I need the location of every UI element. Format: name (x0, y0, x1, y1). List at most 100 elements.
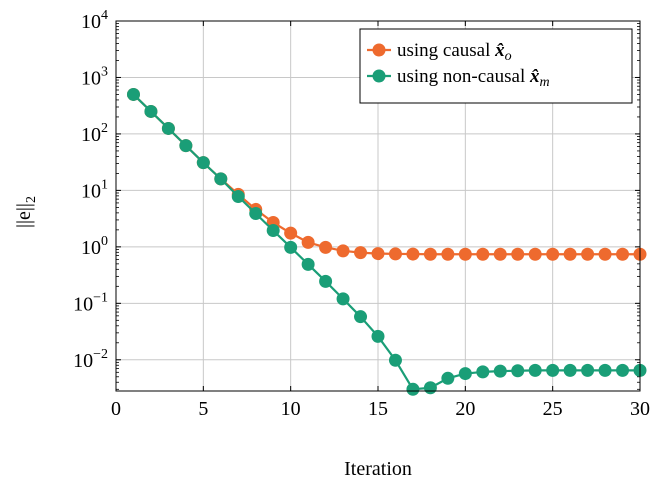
y-tick-label: 10−2 (73, 347, 108, 372)
x-tick-label: 5 (198, 398, 208, 420)
series-1-point (336, 292, 350, 306)
y-tick-label-exponent: −2 (93, 347, 108, 362)
x-tick-label: 15 (368, 398, 388, 420)
series-1-point (354, 310, 368, 324)
svg-text:||e||2: ||e||2 (13, 196, 39, 228)
series-0-point (563, 247, 577, 261)
y-tick-label: 101 (81, 177, 108, 202)
series-1-point (284, 240, 298, 254)
x-tick-label: 0 (111, 398, 121, 420)
series-1-point (214, 172, 228, 186)
series-0-point (284, 226, 298, 240)
series-1-point (441, 371, 455, 385)
series-0-point (581, 247, 595, 261)
legend-label-0: using causal x̂o (397, 40, 512, 64)
series-0-point (371, 247, 385, 261)
y-tick-label-base: 10 (73, 350, 93, 372)
x-axis-title: Iteration (344, 458, 412, 480)
y-tick-label-base: 10 (81, 237, 101, 259)
y-tick-label: 100 (81, 234, 108, 259)
x-tick-label: 20 (455, 398, 475, 420)
legend-label-subscript: o (505, 49, 512, 64)
series-1-point (161, 121, 175, 135)
y-tick-label: 102 (81, 121, 108, 146)
x-tick-label: 10 (281, 398, 301, 420)
series-0-point (598, 247, 612, 261)
series-0-point (406, 247, 420, 261)
series-1-point (231, 189, 245, 203)
y-tick-label: 10−1 (73, 290, 108, 315)
legend-marker-0 (372, 43, 386, 57)
series-1-point (616, 363, 630, 377)
series-1-point (423, 381, 437, 395)
y-tick-label-base: 10 (81, 124, 101, 146)
y-tick-label-exponent: 2 (101, 121, 108, 136)
y-tick-label-exponent: 4 (101, 8, 108, 23)
y-tick-label-base: 10 (81, 11, 101, 33)
series-0-point (458, 247, 472, 261)
series-1-point (511, 364, 525, 378)
series-0-point (528, 247, 542, 261)
series-1-point (458, 367, 472, 381)
series-0-point (476, 247, 490, 261)
series-1-point (126, 87, 140, 101)
series-0-point (493, 247, 507, 261)
series-1-point (196, 156, 210, 170)
y-tick-label-exponent: 3 (101, 64, 108, 79)
y-axis-title-subscript: 2 (24, 196, 39, 203)
series-1-point (581, 363, 595, 377)
series-0-point (616, 247, 630, 261)
y-tick-label-base: 10 (81, 67, 101, 89)
series-1-point (546, 363, 560, 377)
y-tick-label: 103 (81, 64, 108, 89)
legend-label-1: using non-causal x̂m (397, 66, 550, 90)
series-1-point (528, 363, 542, 377)
x-tick-label: 30 (630, 398, 650, 420)
y-axis-title: ||e||2 (13, 196, 39, 228)
series-0-point (511, 247, 525, 261)
series-0-point (388, 247, 402, 261)
y-axis-title-main: ||e|| (13, 203, 35, 228)
series-1-point (179, 139, 193, 153)
series-1-point (301, 257, 315, 271)
series-1-point (388, 353, 402, 367)
series-0-point (546, 247, 560, 261)
y-tick-label-exponent: 1 (101, 177, 108, 192)
series-0-point (441, 247, 455, 261)
legend-label-subscript: m (539, 75, 549, 90)
legend-label-text: using causal (397, 40, 495, 61)
series-1-point (406, 382, 420, 396)
y-tick-label-base: 10 (81, 180, 101, 202)
series-1-point (371, 329, 385, 343)
x-tick-labels: 0 5 10 15 20 25 30 (111, 398, 650, 420)
series-0-point (354, 246, 368, 260)
series-layer (126, 87, 647, 396)
series-1-point (144, 104, 158, 118)
series-1-point (266, 223, 280, 237)
legend-box (359, 28, 633, 104)
series-1-point (249, 206, 263, 220)
legend-label-symbol: x̂ (494, 40, 505, 61)
y-tick-label: 104 (81, 8, 108, 33)
series-0-point (319, 240, 333, 254)
plot-frame (115, 20, 641, 392)
series-1-point (493, 364, 507, 378)
series-0-point (301, 235, 315, 249)
legend-label-symbol: x̂ (529, 66, 540, 87)
series-1-point (598, 363, 612, 377)
y-tick-label-exponent: 0 (101, 234, 108, 249)
series-1-point (319, 274, 333, 288)
legend-label-text: using non-causal (397, 66, 530, 87)
series-0-point (423, 247, 437, 261)
series-1-point (563, 363, 577, 377)
y-tick-label-exponent: −1 (93, 290, 108, 305)
series-1-point (476, 365, 490, 379)
x-tick-label: 25 (543, 398, 563, 420)
y-tick-label-base: 10 (73, 293, 93, 315)
series-0-point (336, 244, 350, 258)
legend-marker-1 (372, 69, 386, 83)
